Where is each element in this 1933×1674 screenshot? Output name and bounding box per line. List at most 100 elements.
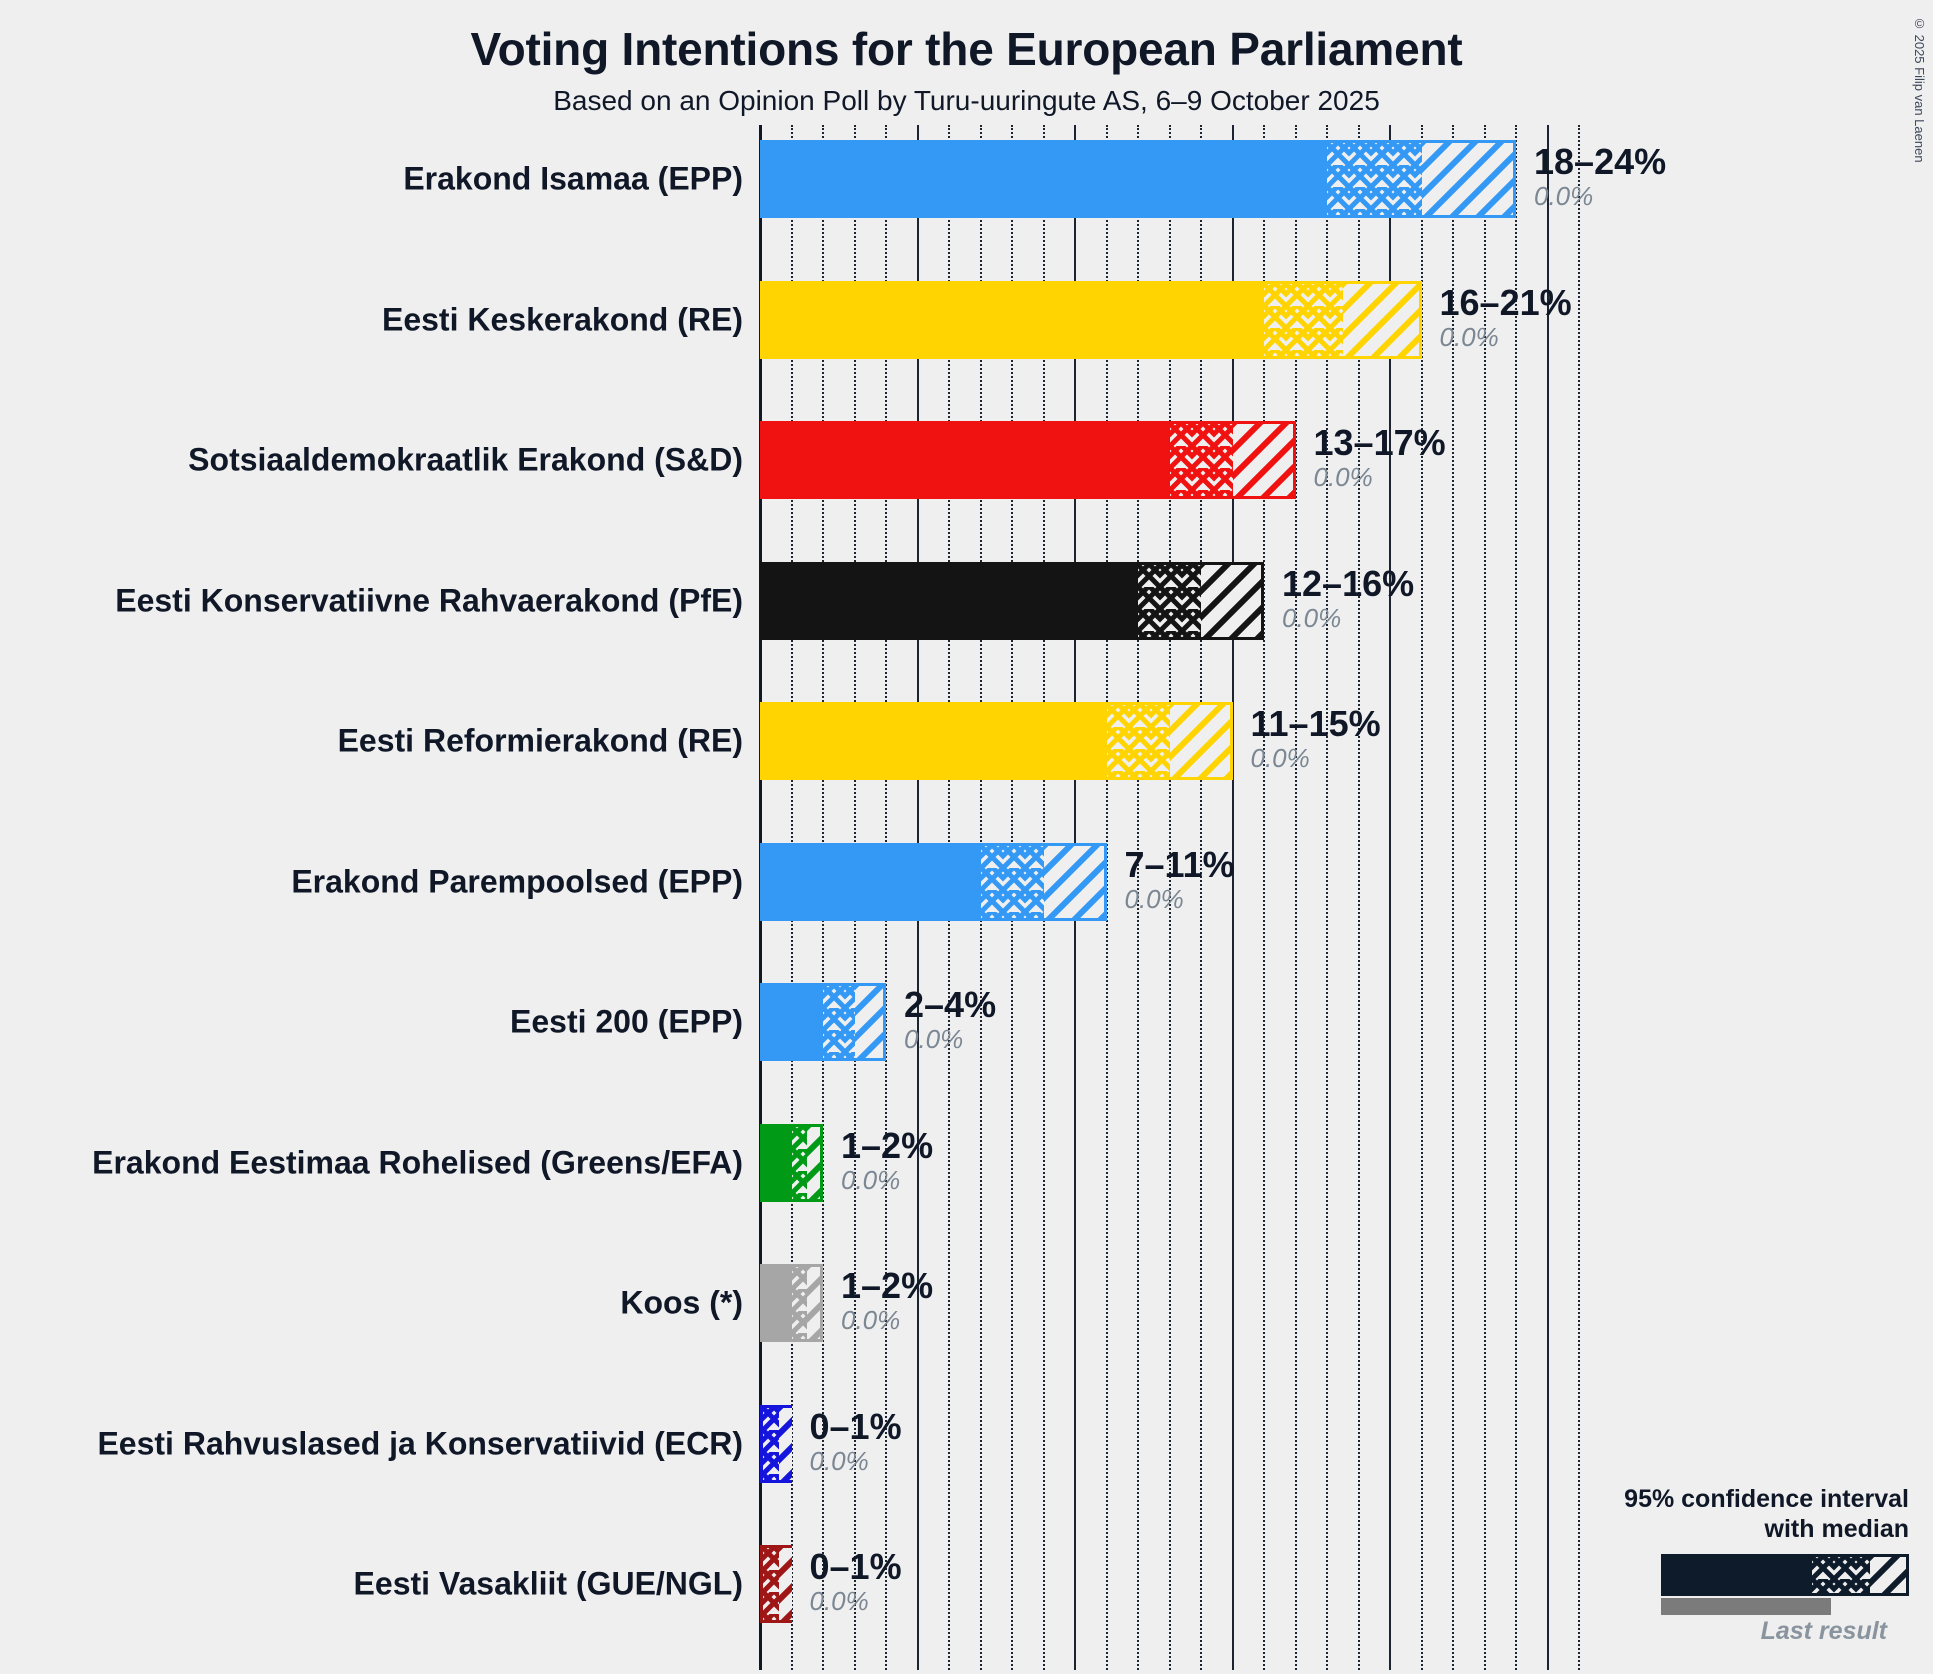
bar-segment-crosshatch — [763, 1548, 779, 1620]
bar-row[interactable]: Sotsiaaldemokraatlik Erakond (S&D) 13–17%… — [0, 406, 1933, 514]
bar-row[interactable]: Eesti Reformierakond (RE) 11–15% 0.0% — [0, 687, 1933, 795]
bar-row[interactable]: Eesti Vasakliit (GUE/NGL) 0–1% 0.0% — [0, 1530, 1933, 1638]
gridline-minor — [1168, 125, 1171, 1670]
bar-row[interactable]: Eesti 200 (EPP) 2–4% 0.0% — [0, 968, 1933, 1076]
bar-segment-crosshatch — [763, 1407, 779, 1480]
last-result-value: 0.0% — [1439, 321, 1499, 352]
legend-swatch — [1661, 1554, 1909, 1596]
bar-row[interactable]: Eesti Rahvuslased ja Konservatiivid (ECR… — [0, 1390, 1933, 1498]
confidence-interval-value: 2–4% — [904, 984, 997, 1026]
bar-segment-crosshatch — [823, 986, 855, 1058]
bar-segment-diagonal — [807, 1267, 820, 1339]
value-annotation: 7–11% 0.0% — [1124, 843, 1235, 917]
bar-row[interactable]: Erakond Isamaa (EPP) 18–24% 0.0% — [0, 125, 1933, 233]
legend-bar-segment-solid — [1664, 1557, 1812, 1593]
confidence-interval-bar[interactable] — [760, 842, 1107, 921]
confidence-interval-bar[interactable] — [760, 561, 1264, 640]
confidence-interval-bar[interactable] — [760, 280, 1422, 359]
page-title: Voting Intentions for the European Parli… — [470, 23, 1463, 75]
gridline-minor — [1326, 125, 1328, 1670]
bar-segment-diagonal — [1043, 845, 1104, 918]
gridline-minor — [1263, 125, 1265, 1670]
bar-segment-crosshatch — [1327, 143, 1422, 215]
confidence-interval-bar[interactable] — [760, 140, 1516, 218]
chart-legend: 95% confidence interval with median Last… — [1509, 1485, 1909, 1646]
gridline-minor — [1420, 125, 1423, 1670]
last-result-value: 0.0% — [1534, 181, 1594, 212]
bar-row[interactable]: Erakond Eestimaa Rohelised (Greens/EFA) 1… — [0, 1109, 1933, 1217]
party-label: Eesti Konservatiivne Rahvaerakond (PfE) — [115, 582, 743, 618]
legend-last-result-label: Last result — [1760, 1617, 1887, 1645]
value-annotation: 1–2% 0.0% — [841, 1268, 933, 1338]
bar-segment-solid — [763, 143, 1327, 215]
bar-segment-diagonal — [854, 986, 883, 1058]
bar-segment-diagonal — [1232, 424, 1293, 496]
bar-segment-crosshatch — [791, 1267, 808, 1339]
party-label: Sotsiaaldemokraatlik Erakond (S&D) — [188, 441, 743, 478]
confidence-interval-value: 7–11% — [1124, 843, 1235, 885]
party-label: Eesti 200 (EPP) — [510, 1003, 743, 1040]
confidence-interval-value: 12–16% — [1282, 562, 1415, 604]
value-annotation: 13–17% 0.0% — [1314, 425, 1446, 495]
last-result-value: 0.0% — [1250, 743, 1310, 774]
confidence-interval-bar[interactable] — [760, 1404, 792, 1483]
confidence-interval-bar[interactable] — [760, 1264, 823, 1342]
legend-title-line1: 95% confidence interval — [1624, 1485, 1909, 1513]
gridline-minor — [1483, 125, 1486, 1670]
last-result-value: 0.0% — [1313, 462, 1373, 493]
bar-row[interactable]: Eesti Keskerakond (RE) 16–21% 0.0% — [0, 266, 1933, 374]
party-label: Erakond Eestimaa Rohelised (Greens/EFA) — [92, 1144, 743, 1180]
confidence-interval-value: 11–15% — [1250, 703, 1381, 745]
legend-title: 95% confidence interval with median — [1509, 1485, 1909, 1544]
gridline-major — [1231, 125, 1234, 1670]
gridline-minor — [1452, 125, 1454, 1670]
party-label: Erakond Parempoolsed (EPP) — [291, 863, 743, 899]
bar-segment-solid — [763, 564, 1138, 637]
confidence-interval-bar[interactable] — [760, 1123, 823, 1202]
value-annotation: 11–15% 0.0% — [1251, 706, 1381, 776]
gridline-minor — [1294, 125, 1297, 1670]
confidence-interval-value: 16–21% — [1439, 281, 1572, 323]
value-annotation: 1–2% 0.0% — [841, 1124, 934, 1198]
confidence-interval-bar[interactable] — [760, 702, 1233, 780]
bar-segment-solid — [763, 845, 981, 918]
bar-row[interactable]: Koos (*) 1–2% 0.0% — [0, 1249, 1933, 1357]
bar-segment-solid — [763, 283, 1264, 356]
confidence-interval-value: 0–1% — [809, 1546, 902, 1588]
legend-bar-segment-crosshatch — [1812, 1557, 1870, 1593]
bar-row[interactable]: Erakond Parempoolsed (EPP) 7–11% 0.0% — [0, 828, 1933, 936]
last-result-value: 0.0% — [1124, 883, 1184, 914]
bar-row[interactable]: Eesti Konservatiivne Rahvaerakond (PfE) 1… — [0, 547, 1933, 655]
gridline-minor — [1515, 125, 1517, 1670]
last-result-value: 0.0% — [841, 1305, 901, 1336]
confidence-interval-value: 1–2% — [841, 1124, 934, 1166]
gridline-minor — [1578, 125, 1580, 1670]
bar-segment-diagonal — [1169, 705, 1230, 777]
last-result-value: 0.0% — [904, 1024, 964, 1055]
chart-subtitle: Based on an Opinion Poll by Turu-uuringu… — [553, 85, 1380, 116]
value-annotation: 12–16% 0.0% — [1282, 562, 1415, 636]
party-label: Eesti Keskerakond (RE) — [381, 301, 743, 337]
party-label: Erakond Isamaa (EPP) — [403, 160, 743, 197]
bar-segment-solid — [763, 1267, 792, 1339]
gridline-minor — [1137, 125, 1139, 1670]
value-annotation: 16–21% 0.0% — [1439, 281, 1572, 355]
confidence-interval-bar[interactable] — [760, 983, 886, 1061]
confidence-interval-bar[interactable] — [760, 1545, 792, 1623]
gridline-minor — [1200, 125, 1202, 1670]
bar-segment-crosshatch — [791, 1126, 808, 1199]
bar-segment-solid — [763, 424, 1170, 496]
value-annotation: 18–24% 0.0% — [1534, 144, 1666, 214]
gridline-minor — [1105, 125, 1108, 1670]
bar-segment-crosshatch — [1106, 705, 1170, 777]
last-result-value: 0.0% — [1282, 602, 1342, 633]
gridline-major — [1546, 125, 1549, 1670]
party-label: Eesti Rahvuslased ja Konservatiivid (ECR… — [97, 1425, 743, 1461]
confidence-interval-bar[interactable] — [760, 421, 1296, 499]
value-annotation: 2–4% 0.0% — [904, 987, 996, 1057]
bar-segment-crosshatch — [1264, 283, 1343, 356]
legend-title-line2: with median — [1764, 1514, 1909, 1543]
confidence-interval-value: 13–17% — [1313, 422, 1446, 464]
bar-segment-diagonal — [1421, 143, 1513, 215]
